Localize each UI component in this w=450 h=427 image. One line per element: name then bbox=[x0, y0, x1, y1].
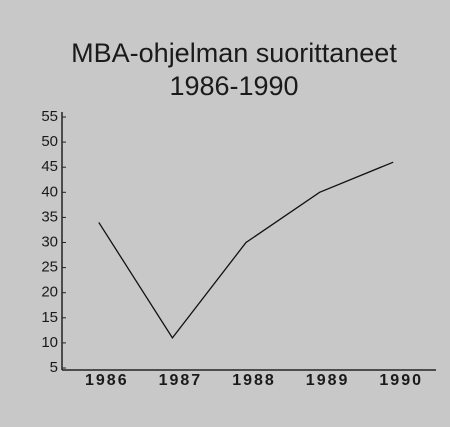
y-tick-label: 25 bbox=[41, 259, 58, 276]
x-tick-label: 1988 bbox=[232, 372, 276, 389]
y-tick-label: 20 bbox=[41, 284, 58, 301]
data-line bbox=[98, 161, 394, 340]
x-tick-label: 1986 bbox=[85, 372, 129, 389]
y-tick-label: 30 bbox=[41, 233, 58, 250]
chart-title: MBA-ohjelman suorittaneet bbox=[71, 38, 397, 68]
y-tick-label: 15 bbox=[41, 309, 58, 326]
x-tick-label: 1987 bbox=[159, 372, 203, 389]
x-tick-label: 1990 bbox=[379, 372, 423, 389]
x-tick-label: 1989 bbox=[306, 372, 350, 389]
y-tick-label: 35 bbox=[41, 208, 58, 225]
y-tick-label: 10 bbox=[41, 334, 58, 351]
y-tick-label: 5 bbox=[50, 359, 58, 376]
y-tick-label: 45 bbox=[41, 158, 58, 175]
y-tick-label: 40 bbox=[41, 183, 58, 200]
y-tick-label: 55 bbox=[41, 108, 58, 125]
y-tick-label: 50 bbox=[41, 133, 58, 150]
chart-subtitle: 1986-1990 bbox=[169, 71, 298, 101]
